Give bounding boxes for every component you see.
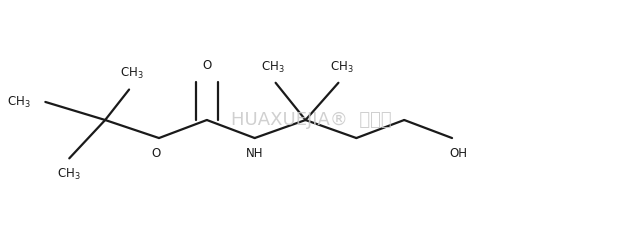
Text: CH$_3$: CH$_3$ xyxy=(330,60,353,75)
Text: CH$_3$: CH$_3$ xyxy=(57,167,81,182)
Text: CH$_3$: CH$_3$ xyxy=(7,94,31,109)
Text: O: O xyxy=(202,59,211,72)
Text: CH$_3$: CH$_3$ xyxy=(120,66,144,81)
Text: CH$_3$: CH$_3$ xyxy=(261,60,285,75)
Text: O: O xyxy=(151,147,161,160)
Text: NH: NH xyxy=(246,147,264,160)
Text: HUAXUEJIA®  化学加: HUAXUEJIA® 化学加 xyxy=(231,111,392,129)
Text: OH: OH xyxy=(449,147,467,160)
